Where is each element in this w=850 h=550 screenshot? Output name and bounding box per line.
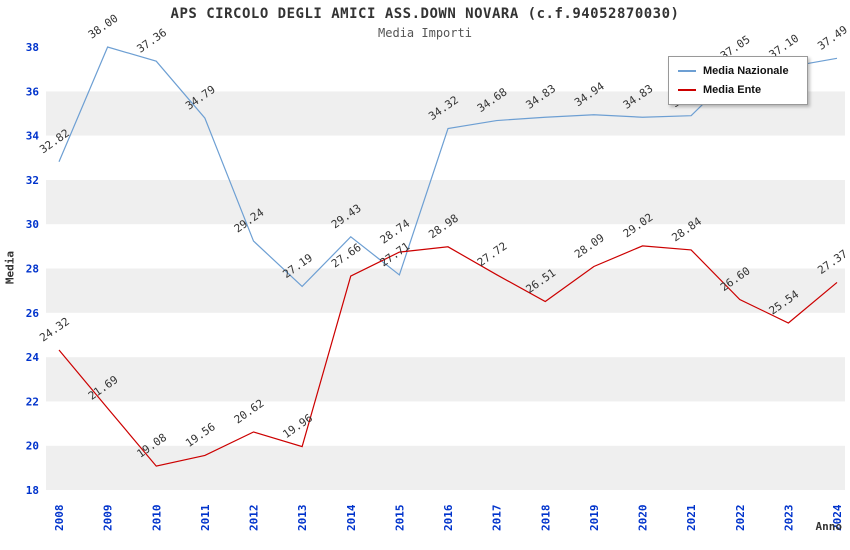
x-tick-label: 2009 [102, 505, 115, 532]
legend-item-media-ente: Media Ente [678, 84, 798, 96]
y-tick-label: 18 [26, 484, 39, 497]
x-tick-label: 2014 [345, 504, 358, 531]
legend-label-ente: Media Ente [703, 84, 762, 96]
legend-label-nazionale: Media Nazionale [703, 65, 789, 77]
legend-line-marker-ente [678, 89, 696, 91]
x-tick-label: 2020 [637, 505, 650, 532]
plot-band [46, 401, 845, 446]
y-tick-label: 28 [26, 263, 39, 276]
legend: Media Nazionale Media Ente [668, 56, 808, 105]
y-tick-label: 24 [26, 351, 40, 364]
plot-band [46, 445, 845, 490]
y-tick-label: 38 [26, 41, 39, 54]
x-tick-label: 2012 [248, 505, 261, 532]
x-tick-label: 2023 [782, 505, 795, 532]
y-tick-label: 34 [26, 130, 40, 143]
plot-band [46, 135, 845, 180]
x-tick-label: 2010 [150, 505, 163, 532]
plot-band [46, 312, 845, 358]
y-axis-title: Media [3, 250, 17, 285]
x-tick-label: 2022 [734, 505, 747, 532]
x-tick-label: 2024 [831, 504, 844, 531]
y-tick-label: 20 [26, 440, 39, 453]
x-tick-label: 2018 [539, 505, 552, 532]
x-tick-label: 2011 [199, 504, 212, 531]
point-label: 38.00 [86, 12, 121, 42]
y-tick-label: 36 [26, 85, 40, 98]
y-tick-label: 22 [26, 395, 39, 408]
x-tick-label: 2013 [296, 505, 309, 532]
legend-item-media-nazionale: Media Nazionale [678, 65, 798, 77]
plot-band [46, 268, 845, 313]
plot-band [46, 357, 845, 402]
x-tick-label: 2008 [53, 505, 66, 532]
x-tick-label: 2021 [685, 504, 698, 531]
legend-line-marker-nazionale [678, 70, 696, 72]
y-tick-label: 30 [26, 218, 39, 231]
plot-band [46, 179, 845, 225]
x-tick-label: 2015 [393, 505, 406, 532]
series-line-media-ente [58, 245, 838, 467]
x-tick-label: 2017 [491, 505, 504, 532]
plot-band [46, 224, 845, 269]
chart-title: APS CIRCOLO DEGLI AMICI ASS.DOWN NOVARA … [170, 6, 680, 22]
x-tick-label: 2019 [588, 505, 601, 532]
y-tick-label: 32 [26, 174, 39, 187]
x-tick-label: 2016 [442, 504, 455, 531]
x-axis-title: Anno [815, 520, 843, 533]
chart-subtitle: Media Importi [378, 26, 472, 40]
y-tick-label: 26 [26, 307, 40, 320]
